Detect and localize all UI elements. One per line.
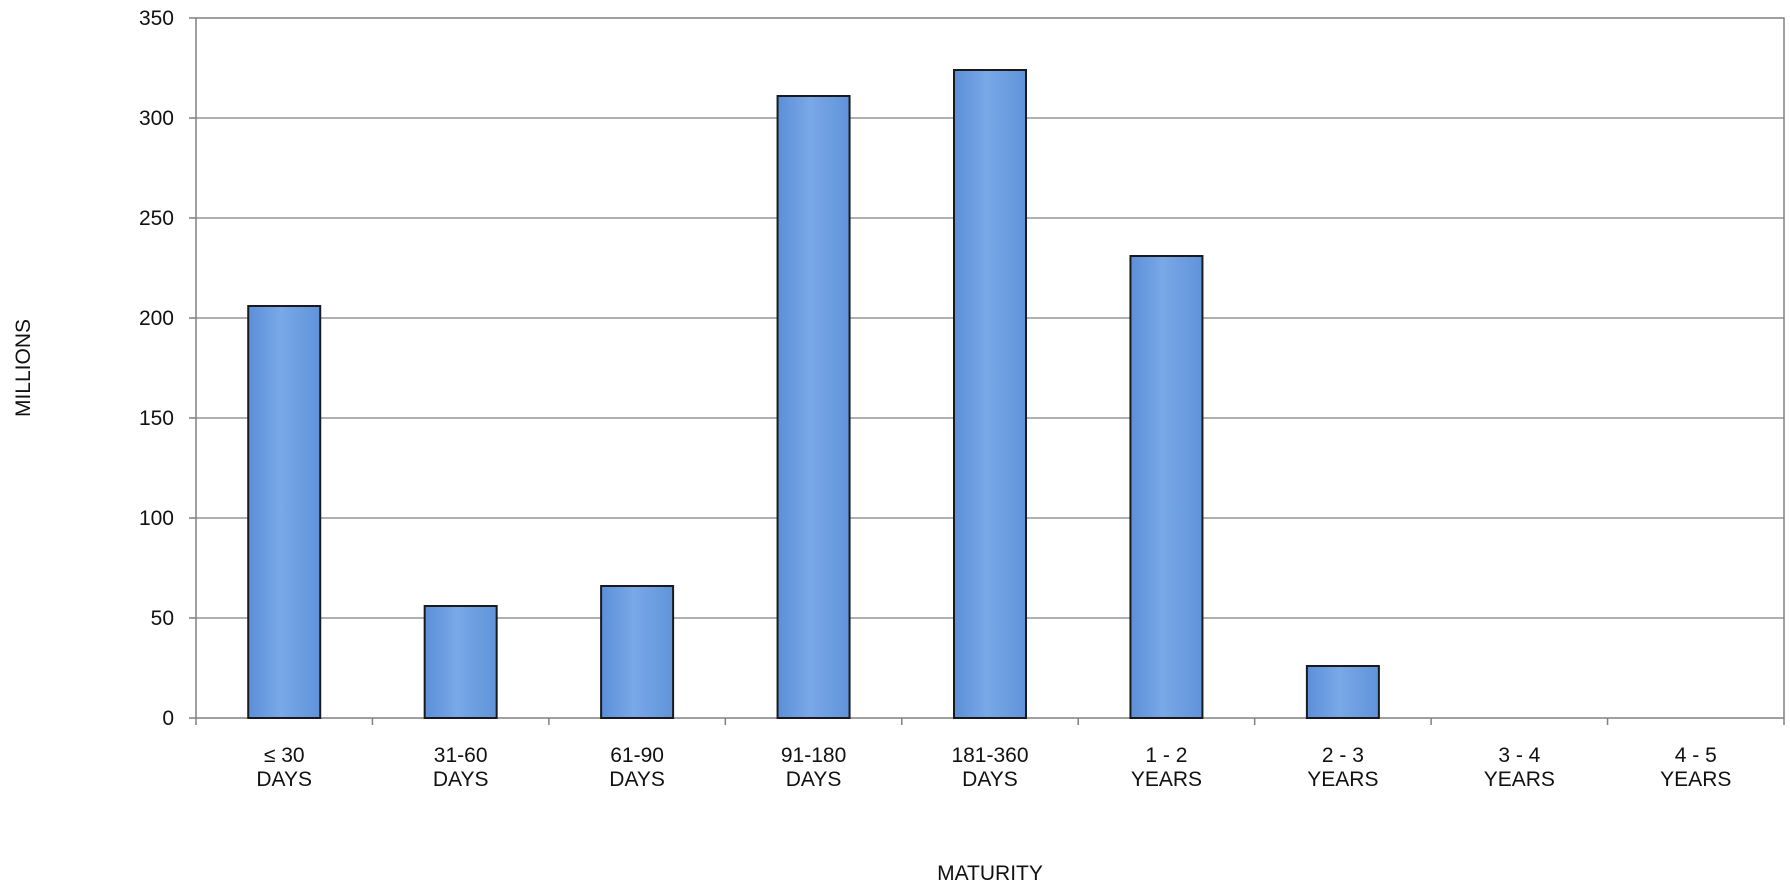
x-tick-label: 61-90 DAYS bbox=[609, 744, 665, 791]
y-tick-label: 100 bbox=[139, 507, 174, 530]
y-tick-label: 0 bbox=[162, 707, 174, 730]
bar bbox=[247, 305, 322, 719]
bar bbox=[776, 95, 851, 719]
x-tick-labels: ≤ 30 DAYS 31-60 DAYS 61-90 DAYS 91-180 DAYS 181-… bbox=[256, 744, 1731, 791]
x-tick-label: 4 - 5 YEARS bbox=[1660, 744, 1731, 791]
x-tick-label: 3 - 4 YEARS bbox=[1484, 744, 1555, 791]
bar bbox=[600, 585, 675, 719]
y-tick-labels: 0 50 100 150 200 250 300 350 bbox=[139, 7, 174, 730]
bar bbox=[423, 605, 498, 719]
y-tick-label: 350 bbox=[139, 7, 174, 30]
y-axis-label: MILLIONS bbox=[12, 319, 35, 417]
x-tick-label: 31-60 DAYS bbox=[433, 744, 489, 791]
y-tick-label: 150 bbox=[139, 407, 174, 430]
bars bbox=[247, 69, 1380, 719]
y-tick-label: 200 bbox=[139, 307, 174, 330]
x-axis-label: MATURITY bbox=[937, 862, 1043, 885]
y-tick-label: 250 bbox=[139, 207, 174, 230]
y-tick-label: 50 bbox=[151, 607, 174, 630]
x-tick-label: 1 - 2 YEARS bbox=[1131, 744, 1202, 791]
x-tick-label: ≤ 30 DAYS bbox=[256, 744, 312, 791]
bar bbox=[1305, 665, 1380, 719]
x-tick-label: 2 - 3 YEARS bbox=[1307, 744, 1378, 791]
bar bbox=[1129, 255, 1204, 719]
axes bbox=[189, 17, 1785, 725]
y-tick-label: 300 bbox=[139, 107, 174, 130]
x-tick-label: 91-180 DAYS bbox=[781, 744, 846, 791]
bar bbox=[953, 69, 1027, 719]
x-tick-label: 181-360 DAYS bbox=[951, 744, 1028, 791]
